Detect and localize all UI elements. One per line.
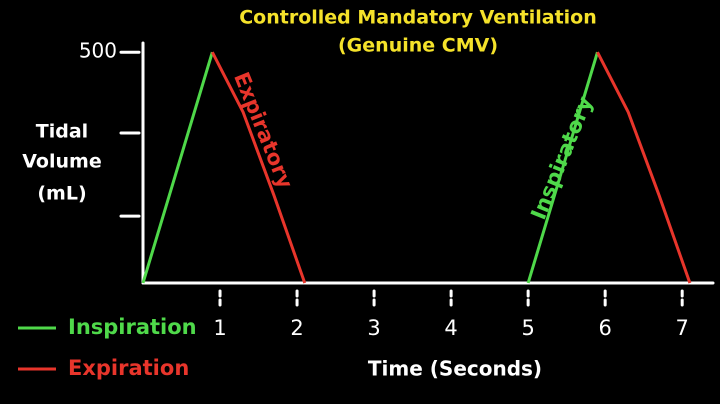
series-line <box>210 51 307 284</box>
series-line <box>141 51 214 284</box>
y-axis-label: Volume <box>22 151 101 173</box>
y-axis-label: Tidal <box>36 121 88 143</box>
chart-title: Controlled Mandatory Ventilation <box>239 7 597 29</box>
annotation: Inspiratory <box>526 93 597 223</box>
legend-label: Expiration <box>68 356 189 380</box>
y-axis-label: (mL) <box>37 183 86 205</box>
x-tick-label: 3 <box>367 316 380 340</box>
x-tick-label: 7 <box>676 316 689 340</box>
y-tick-label: 500 <box>79 39 117 63</box>
x-tick-label: 5 <box>521 316 534 340</box>
series-line <box>596 51 692 284</box>
x-tick-label: 6 <box>598 316 611 340</box>
series-line <box>526 51 599 284</box>
x-tick-label: 2 <box>290 316 303 340</box>
x-axis-label: Time (Seconds) <box>368 357 542 381</box>
chart-title: (Genuine CMV) <box>338 35 498 57</box>
annotation: Expiratory <box>229 69 298 192</box>
legend-label: Inspiration <box>68 315 197 339</box>
x-tick-label: 4 <box>444 316 457 340</box>
x-tick-label: 1 <box>213 316 226 340</box>
